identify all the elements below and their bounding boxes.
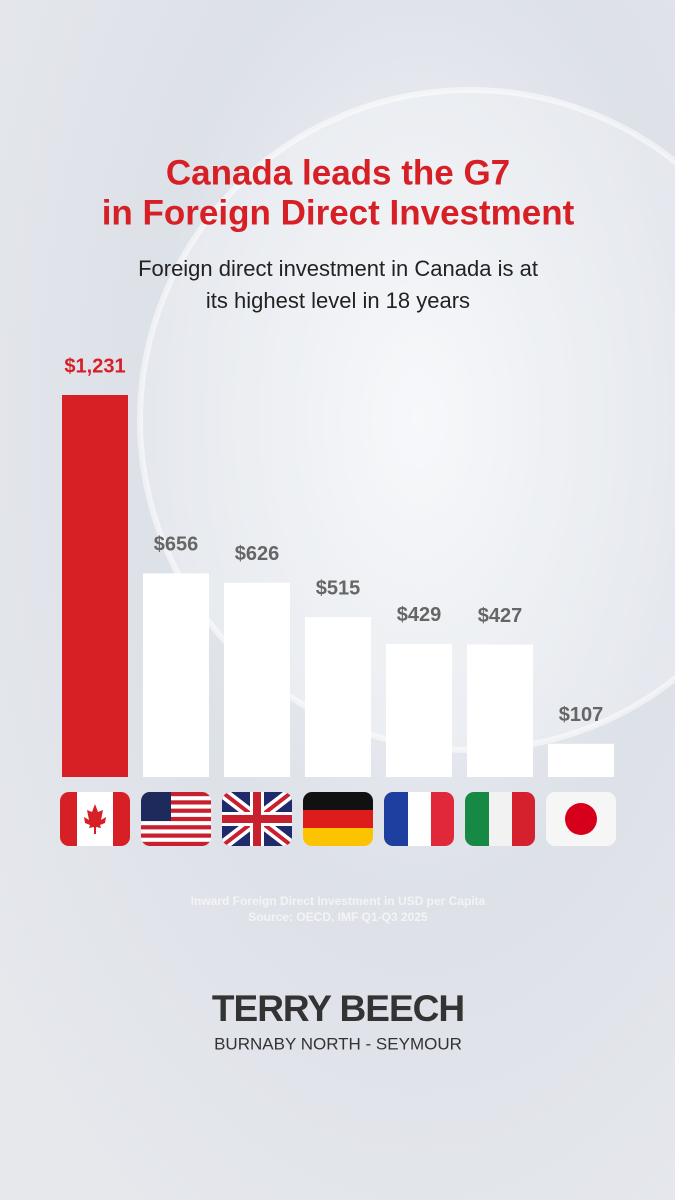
value-label: $1,231 <box>64 355 125 377</box>
bar <box>467 644 533 777</box>
flag-usa <box>141 792 211 846</box>
brand-name: TERRY BEECH <box>212 988 464 1029</box>
bars: $1,231 $656 $626 $515 $429 $427 $107 <box>62 355 614 777</box>
flag-france <box>384 792 454 846</box>
subtitle: Foreign direct investment in Canada is a… <box>138 256 538 281</box>
footnote: Inward Foreign Direct Investment in USD … <box>191 894 486 908</box>
flag-japan <box>546 792 616 846</box>
title: Canada leads the G7 <box>166 153 510 192</box>
value-label: $429 <box>397 604 442 626</box>
bar <box>62 395 128 777</box>
bar <box>143 573 209 777</box>
bar <box>386 643 452 777</box>
subtitle: its highest level in 18 years <box>206 288 470 313</box>
flag-canada <box>60 792 130 846</box>
flag-uk <box>222 792 292 846</box>
bar <box>224 582 290 777</box>
flag-germany <box>303 792 373 846</box>
value-label: $656 <box>154 534 199 556</box>
value-label: $107 <box>559 704 604 726</box>
bar <box>305 617 371 777</box>
footnote: Source: OECD, IMF Q1-Q3 2025 <box>248 910 428 924</box>
brand-riding: BURNABY NORTH - SEYMOUR <box>214 1034 462 1053</box>
value-label: $515 <box>316 577 361 599</box>
title: in Foreign Direct Investment <box>102 193 575 232</box>
value-label: $626 <box>235 543 280 565</box>
bar <box>548 743 614 777</box>
value-label: $427 <box>478 605 523 627</box>
flag-italy <box>465 792 535 846</box>
